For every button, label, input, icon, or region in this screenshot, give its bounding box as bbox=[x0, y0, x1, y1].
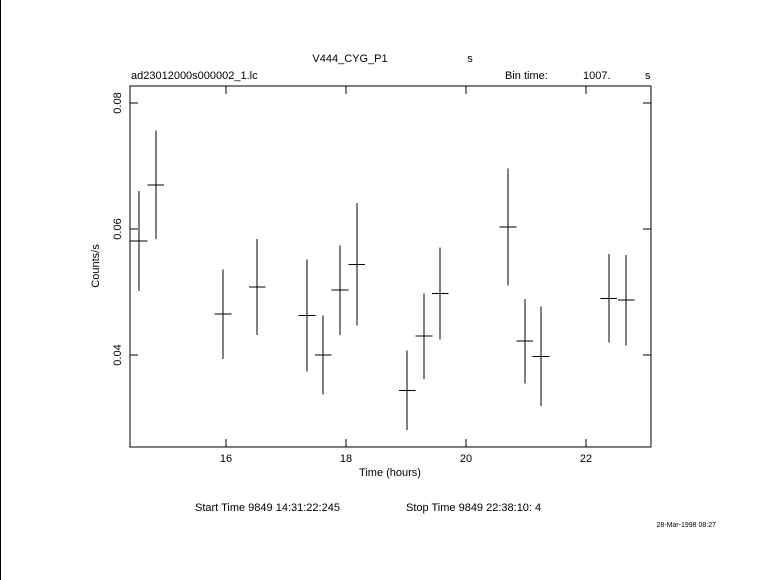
bin-time: 1007. bbox=[583, 70, 611, 82]
date-stamp: 28-Mar-1998 08:27 bbox=[656, 522, 716, 529]
x-axis-label: Time (hours) bbox=[359, 467, 421, 479]
title-unit: s bbox=[467, 53, 473, 65]
x-tick-label: 22 bbox=[580, 453, 592, 465]
plot-frame bbox=[129, 85, 652, 448]
y-tick-label: 0.08 bbox=[112, 92, 124, 113]
y-tick-label: 0.04 bbox=[112, 344, 124, 365]
bin-time-unit: s bbox=[645, 70, 651, 82]
y-tick-label: 0.06 bbox=[112, 218, 124, 239]
start-time: Start Time 9849 14:31:22:245 bbox=[195, 502, 340, 514]
stop-time: Stop Time 9849 22:38:10: 4 bbox=[406, 502, 541, 514]
chart-title: V444_CYG_P1 bbox=[312, 53, 387, 65]
file-name: ad23012000s000002_1.lc bbox=[131, 70, 258, 82]
bin-time-label: Bin time: bbox=[505, 70, 548, 82]
x-tick-label: 16 bbox=[220, 453, 232, 465]
y-axis-label: Counts/s bbox=[90, 244, 102, 288]
x-tick-label: 18 bbox=[340, 453, 352, 465]
x-tick-label: 20 bbox=[460, 453, 472, 465]
